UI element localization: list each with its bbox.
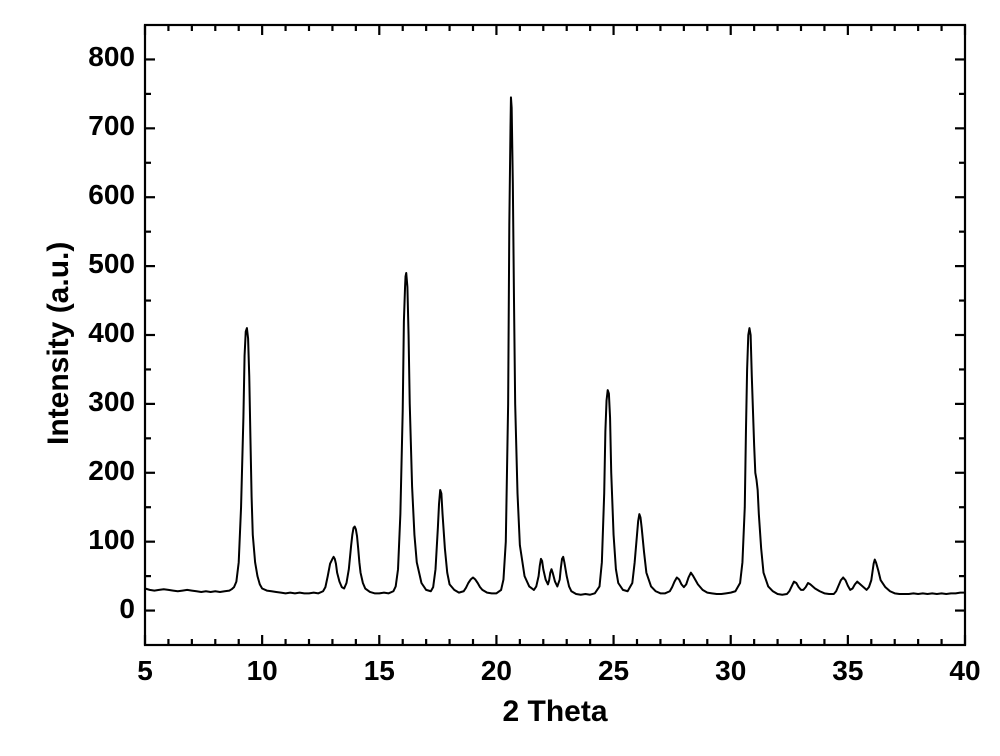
- y-tick-label: 100: [55, 524, 135, 556]
- x-tick-label: 20: [456, 655, 536, 687]
- y-tick-label: 200: [55, 455, 135, 487]
- plot-border: [145, 25, 965, 645]
- axes-group: [145, 25, 965, 645]
- y-tick-label: 0: [55, 593, 135, 625]
- x-tick-label: 35: [808, 655, 888, 687]
- y-tick-label: 300: [55, 386, 135, 418]
- xrd-figure: Intensity (a.u.) 2 Theta 510152025303540…: [0, 0, 1000, 756]
- x-tick-label: 5: [105, 655, 185, 687]
- chart-svg: [0, 0, 1000, 756]
- x-tick-label: 25: [574, 655, 654, 687]
- y-tick-label: 600: [55, 179, 135, 211]
- y-tick-label: 400: [55, 317, 135, 349]
- x-tick-label: 40: [925, 655, 1000, 687]
- x-axis-label: 2 Theta: [145, 695, 965, 729]
- y-tick-label: 800: [55, 41, 135, 73]
- x-tick-label: 30: [691, 655, 771, 687]
- x-tick-label: 15: [339, 655, 419, 687]
- x-tick-label: 10: [222, 655, 302, 687]
- y-tick-label: 500: [55, 248, 135, 280]
- xrd-trace: [145, 97, 965, 594]
- y-tick-label: 700: [55, 110, 135, 142]
